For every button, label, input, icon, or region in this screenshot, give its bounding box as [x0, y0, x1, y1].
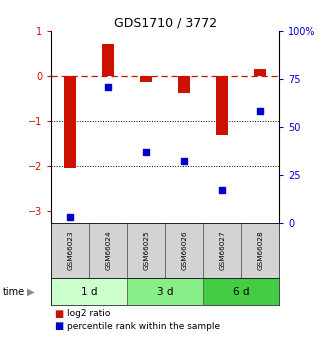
Bar	[254, 69, 266, 76]
Point	[106, 84, 111, 89]
Text: 1 d: 1 d	[81, 287, 98, 296]
Text: GSM66027: GSM66027	[219, 230, 225, 270]
Bar	[64, 76, 76, 168]
Text: percentile rank within the sample: percentile rank within the sample	[67, 322, 221, 331]
Bar	[178, 76, 190, 93]
Bar	[216, 76, 228, 135]
Text: ■: ■	[55, 321, 64, 331]
Text: GSM66025: GSM66025	[143, 230, 149, 270]
Text: GSM66026: GSM66026	[181, 230, 187, 270]
Bar	[241, 223, 279, 278]
Text: GSM66023: GSM66023	[67, 230, 74, 270]
Text: log2 ratio: log2 ratio	[67, 309, 111, 318]
Bar	[51, 278, 127, 305]
Text: ■: ■	[55, 309, 64, 319]
Point	[144, 149, 149, 155]
Point	[68, 214, 73, 219]
Text: 6 d: 6 d	[233, 287, 249, 296]
Bar	[89, 223, 127, 278]
Text: GSM66024: GSM66024	[105, 230, 111, 270]
Point	[182, 158, 187, 164]
Bar	[203, 278, 279, 305]
Point	[220, 187, 225, 193]
Bar	[51, 223, 89, 278]
Text: 3 d: 3 d	[157, 287, 174, 296]
Bar	[203, 223, 241, 278]
Point	[258, 109, 263, 114]
Text: ▶: ▶	[27, 287, 35, 296]
Text: time: time	[3, 287, 25, 296]
Bar	[127, 278, 203, 305]
Title: GDS1710 / 3772: GDS1710 / 3772	[114, 17, 217, 30]
Bar	[140, 76, 152, 81]
Bar	[165, 223, 203, 278]
Bar	[102, 44, 114, 76]
Bar	[127, 223, 165, 278]
Text: GSM66028: GSM66028	[257, 230, 263, 270]
